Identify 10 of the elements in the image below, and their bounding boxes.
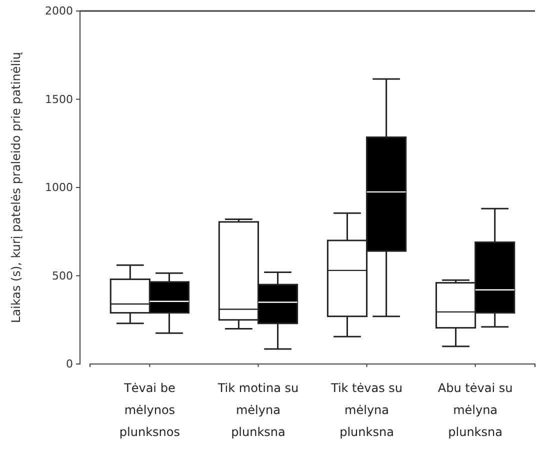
x-tick-label: Abu tėvai su mėlyna plunksna	[438, 381, 513, 439]
x-tick-label: Tik tėvas su mėlyna plunksna	[330, 381, 403, 439]
x-tick-label: Tik motina su mėlyna plunksna	[216, 381, 299, 439]
y-axis-title: Laikas (s), kurį patelės praleido prie patinėlių	[9, 52, 23, 323]
x-tick-label: Tėvai be mėlynos plunksnos	[119, 381, 180, 439]
y-tick-label: 500	[52, 269, 73, 282]
y-tick-label: 0	[66, 358, 73, 371]
y-tick-label: 2000	[45, 4, 73, 18]
y-tick-label: 1500	[45, 92, 73, 106]
y-tick-label: 1000	[45, 181, 73, 194]
